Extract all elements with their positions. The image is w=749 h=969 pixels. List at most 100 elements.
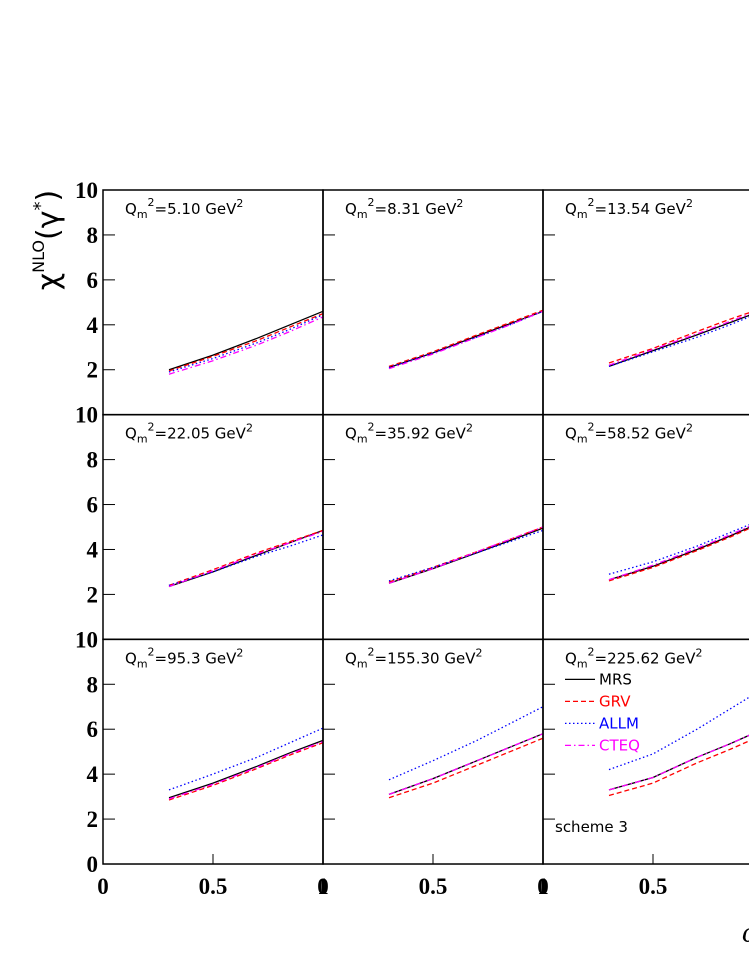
y-label-part: * bbox=[30, 202, 51, 211]
title-part: 2 bbox=[686, 197, 693, 210]
series-line bbox=[388, 310, 544, 369]
title-part: 2 bbox=[588, 196, 595, 209]
x-tick-label: 1 bbox=[317, 874, 329, 899]
panel-frame bbox=[542, 413, 749, 641]
title-part: 2 bbox=[246, 422, 253, 435]
y-axis-label: χNLO(γ*) bbox=[29, 190, 66, 290]
series-line bbox=[608, 527, 749, 582]
title-part: 2 bbox=[148, 196, 155, 209]
y-tick-label: 10 bbox=[75, 403, 98, 428]
title-part: m bbox=[577, 433, 588, 446]
y-label-part: NLO bbox=[29, 240, 48, 273]
x-tick-label: 1 bbox=[537, 874, 549, 899]
y-tick-label: 4 bbox=[87, 762, 99, 787]
title-part: =8.31 GeV bbox=[375, 200, 458, 218]
title-part: m bbox=[137, 657, 148, 670]
panel-frame bbox=[102, 413, 324, 641]
x-tick-label: 0 bbox=[537, 874, 549, 899]
series-line bbox=[608, 314, 749, 368]
title-part: =95.3 GeV bbox=[155, 649, 238, 667]
y-label-part: ) bbox=[31, 190, 66, 202]
series-line bbox=[388, 529, 544, 582]
title-part: m bbox=[577, 657, 588, 670]
series-line bbox=[168, 314, 324, 373]
panel-title: Qm2=5.10 GeV2 bbox=[125, 196, 243, 221]
title-part: m bbox=[357, 657, 368, 670]
panel-frame bbox=[542, 189, 749, 416]
title-part: Q bbox=[125, 425, 137, 443]
y-tick-label: 10 bbox=[75, 627, 98, 652]
title-part: m bbox=[357, 433, 368, 446]
y-tick-label: 4 bbox=[87, 313, 99, 338]
y-tick-label: 8 bbox=[87, 223, 99, 248]
series-line bbox=[608, 525, 749, 581]
panel-title: Qm2=95.3 GeV2 bbox=[125, 645, 243, 670]
series-line bbox=[608, 312, 749, 364]
y-tick-label: 0 bbox=[87, 852, 99, 877]
panel-frame bbox=[102, 638, 324, 865]
title-part: 2 bbox=[368, 421, 375, 434]
y-tick-label: 6 bbox=[87, 717, 99, 742]
legend-label: ALLM bbox=[599, 714, 639, 732]
title-part: Q bbox=[565, 425, 577, 443]
title-part: =58.52 GeV bbox=[595, 425, 687, 443]
series-line bbox=[608, 524, 749, 575]
title-part: m bbox=[577, 208, 588, 221]
x-tick-label: 0 bbox=[317, 874, 329, 899]
series-line bbox=[388, 733, 544, 796]
panel-title: Qm2=58.52 GeV2 bbox=[565, 421, 693, 446]
y-tick-label: 4 bbox=[87, 537, 99, 562]
title-part: 2 bbox=[456, 197, 463, 210]
panel-frame bbox=[322, 413, 544, 641]
title-part: m bbox=[137, 208, 148, 221]
x-axis-label: ω bbox=[742, 919, 749, 949]
series-line bbox=[608, 316, 749, 368]
title-part: Q bbox=[345, 649, 357, 667]
title-part: 2 bbox=[588, 421, 595, 434]
title-part: m bbox=[357, 208, 368, 221]
series-line bbox=[388, 737, 544, 799]
title-part: Q bbox=[125, 200, 137, 218]
y-label-part: (γ bbox=[31, 211, 66, 240]
series-line bbox=[388, 706, 544, 781]
title-part: Q bbox=[125, 649, 137, 667]
y-tick-label: 6 bbox=[87, 268, 99, 293]
series-line bbox=[168, 742, 324, 801]
title-part: =225.62 GeV bbox=[595, 649, 697, 667]
series-line bbox=[608, 696, 749, 771]
x-tick-label: 0.5 bbox=[199, 874, 228, 899]
title-part: Q bbox=[345, 425, 357, 443]
series-line bbox=[168, 310, 324, 371]
legend-label: MRS bbox=[599, 670, 632, 688]
title-part: 2 bbox=[236, 197, 243, 210]
title-part: =22.05 GeV bbox=[155, 425, 247, 443]
title-part: 2 bbox=[695, 646, 702, 659]
title-part: 2 bbox=[466, 422, 473, 435]
panel-frame bbox=[322, 189, 544, 416]
title-part: 2 bbox=[368, 196, 375, 209]
series-line bbox=[168, 534, 324, 587]
x-tick-label: 0.5 bbox=[419, 874, 448, 899]
annotation: scheme 3 bbox=[555, 818, 628, 836]
x-tick-label: 0 bbox=[97, 874, 109, 899]
y-tick-label: 10 bbox=[75, 178, 98, 203]
y-tick-label: 2 bbox=[87, 807, 99, 832]
series-line bbox=[168, 530, 324, 588]
title-part: Q bbox=[565, 649, 577, 667]
series-line bbox=[168, 312, 324, 372]
title-part: 2 bbox=[368, 645, 375, 658]
y-tick-label: 2 bbox=[87, 582, 99, 607]
panel-title: Qm2=8.31 GeV2 bbox=[345, 196, 463, 221]
title-part: 2 bbox=[148, 645, 155, 658]
legend-label: GRV bbox=[599, 692, 631, 710]
title-part: =35.92 GeV bbox=[375, 425, 467, 443]
legend-label: CTEQ bbox=[599, 736, 640, 754]
y-tick-label: 8 bbox=[87, 672, 99, 697]
series-line bbox=[608, 526, 749, 581]
title-part: 2 bbox=[588, 645, 595, 658]
series-line bbox=[388, 310, 544, 370]
series-line bbox=[168, 739, 324, 799]
panel-title: Qm2=155.30 GeV2 bbox=[345, 645, 482, 670]
series-line bbox=[388, 526, 544, 584]
